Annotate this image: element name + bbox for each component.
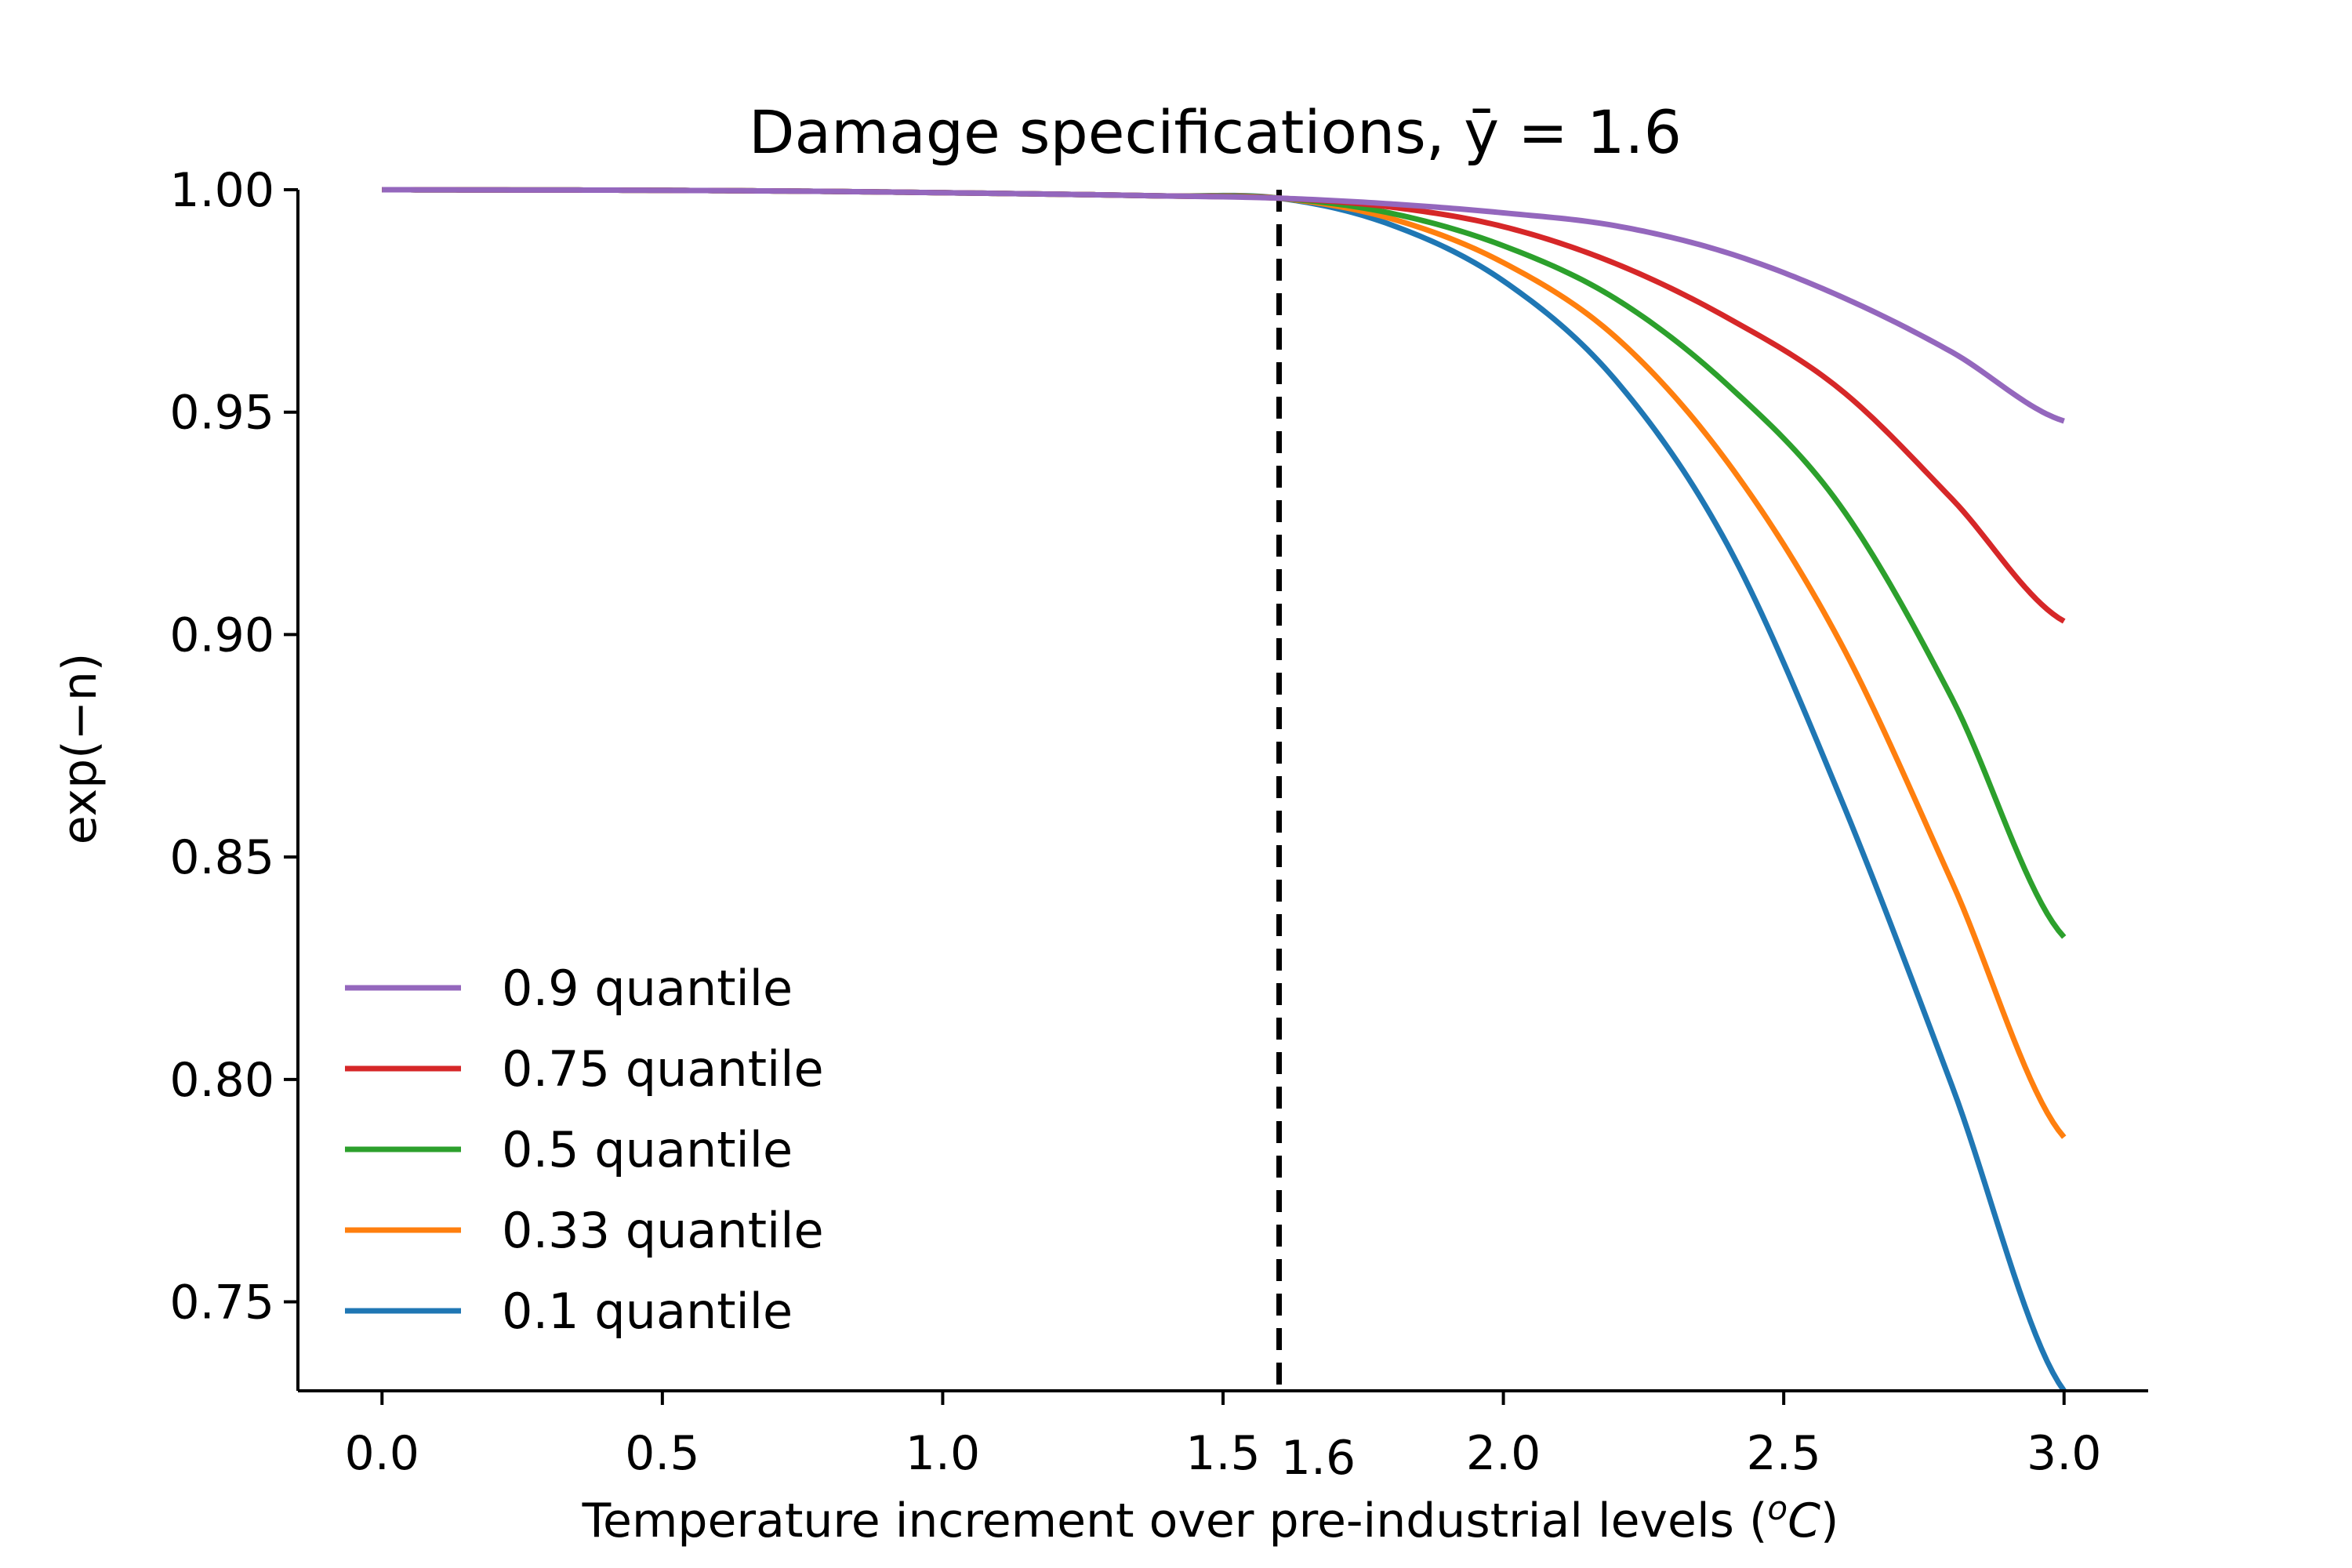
x-axis-label-unit: C [1788, 1494, 1820, 1548]
x-tick-label: 0.5 [625, 1426, 699, 1481]
chart-title: Damage specifications, ȳ = 1.6 [749, 97, 1682, 167]
x-tick-label: 1.0 [906, 1426, 980, 1481]
y-tick-label: 0.75 [169, 1276, 274, 1330]
series-line [382, 187, 2065, 424]
x-axis-label-paren-close: ) [1820, 1494, 1838, 1548]
x-axis-label: Temperature increment over pre-industria… [582, 1489, 1839, 1548]
legend-label: 0.33 quantile [502, 1202, 824, 1259]
x-ticks: 0.0 0.5 1.0 1.5 2.0 2.5 3.0 [345, 1391, 2101, 1481]
x-tick-label: 2.0 [1466, 1426, 1541, 1481]
y-tick-label: 0.95 [169, 386, 274, 441]
legend-label: 0.9 quantile [502, 960, 793, 1017]
threshold-label: 1.6 [1281, 1431, 1356, 1486]
y-axis-label: exp(−n) [53, 653, 107, 845]
y-tick-label: 0.90 [169, 608, 274, 662]
x-tick-label: 3.0 [2027, 1426, 2101, 1481]
y-tick-label: 0.85 [169, 830, 274, 885]
x-axis-label-paren-open: ( [1734, 1494, 1767, 1548]
legend-label: 0.1 quantile [502, 1283, 793, 1340]
legend: 0.9 quantile 0.75 quantile 0.5 quantile 0.3… [345, 960, 824, 1340]
x-tick-label: 2.5 [1746, 1426, 1820, 1481]
x-axis-label-text: Temperature increment over pre-industria… [582, 1494, 1734, 1548]
plot-area [382, 187, 2067, 1392]
x-tick-label: 0.0 [345, 1426, 419, 1481]
x-tick-label: 1.5 [1185, 1426, 1260, 1481]
y-tick-label: 1.00 [169, 163, 274, 218]
y-tick-label: 0.80 [169, 1053, 274, 1108]
y-ticks: 0.75 0.80 0.85 0.90 0.95 1.00 [169, 163, 298, 1330]
x-axis-label-unit-prefix: o [1767, 1489, 1788, 1527]
legend-label: 0.5 quantile [502, 1121, 793, 1178]
legend-label: 0.75 quantile [502, 1040, 824, 1098]
